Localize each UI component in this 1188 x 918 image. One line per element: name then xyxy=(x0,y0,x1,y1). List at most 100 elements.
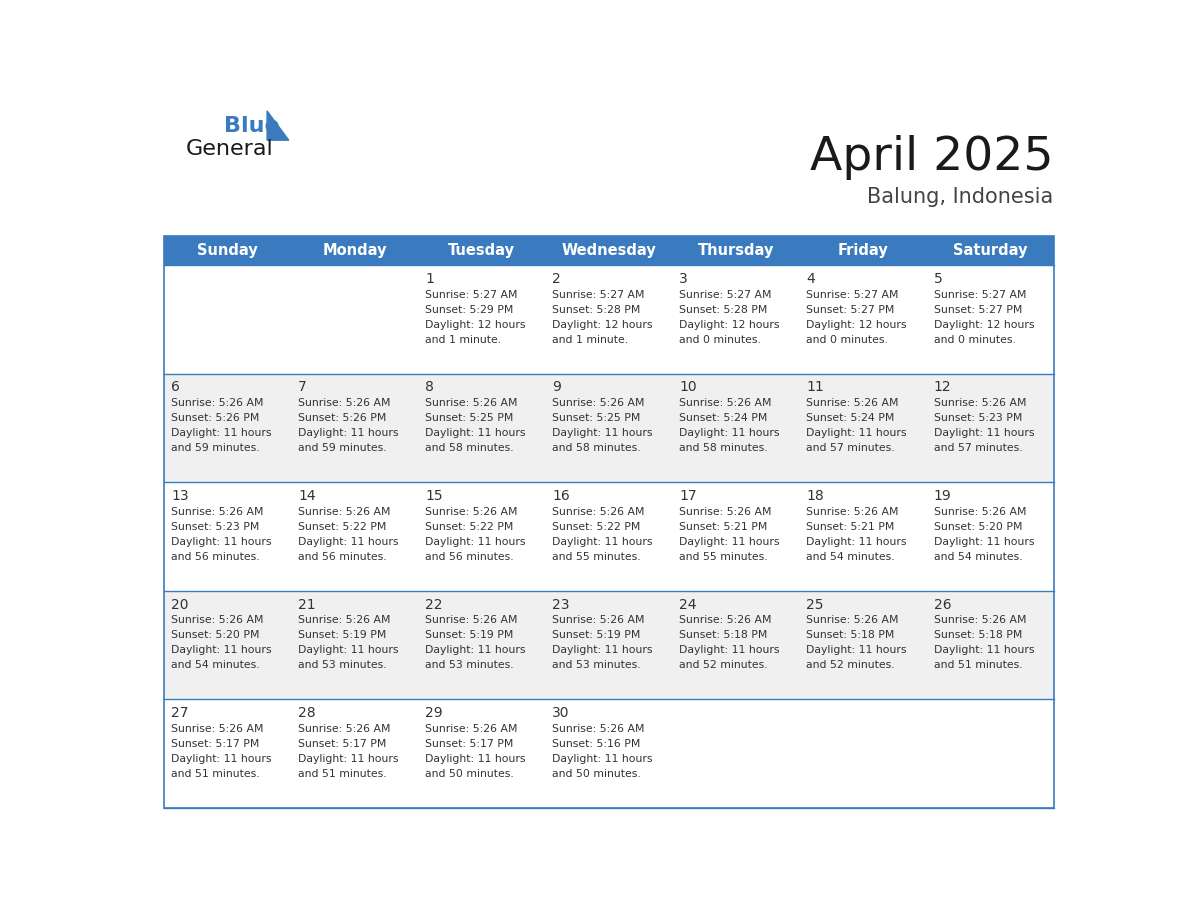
Text: Blue: Blue xyxy=(225,117,280,136)
Text: Sunset: 5:17 PM: Sunset: 5:17 PM xyxy=(298,739,386,749)
Text: Sunset: 5:26 PM: Sunset: 5:26 PM xyxy=(171,413,259,423)
Text: Sunrise: 5:26 AM: Sunrise: 5:26 AM xyxy=(552,398,645,409)
Text: Sunset: 5:21 PM: Sunset: 5:21 PM xyxy=(680,521,767,532)
Text: Sunrise: 5:26 AM: Sunrise: 5:26 AM xyxy=(425,398,518,409)
Text: Sunrise: 5:26 AM: Sunrise: 5:26 AM xyxy=(934,615,1026,625)
Text: Daylight: 11 hours: Daylight: 11 hours xyxy=(807,428,906,438)
FancyBboxPatch shape xyxy=(164,374,1054,482)
Text: Tuesday: Tuesday xyxy=(448,242,516,258)
Text: Daylight: 11 hours: Daylight: 11 hours xyxy=(934,645,1034,655)
Text: 12: 12 xyxy=(934,380,952,395)
Text: Sunrise: 5:26 AM: Sunrise: 5:26 AM xyxy=(425,507,518,517)
Text: and 54 minutes.: and 54 minutes. xyxy=(807,552,895,562)
Text: Sunrise: 5:26 AM: Sunrise: 5:26 AM xyxy=(934,507,1026,517)
Text: Daylight: 11 hours: Daylight: 11 hours xyxy=(425,428,525,438)
Text: and 0 minutes.: and 0 minutes. xyxy=(680,335,762,344)
Text: Sunrise: 5:26 AM: Sunrise: 5:26 AM xyxy=(171,398,264,409)
Text: 25: 25 xyxy=(807,598,824,611)
Text: Daylight: 12 hours: Daylight: 12 hours xyxy=(807,319,906,330)
Text: Sunrise: 5:26 AM: Sunrise: 5:26 AM xyxy=(298,398,391,409)
Text: Sunrise: 5:26 AM: Sunrise: 5:26 AM xyxy=(171,724,264,733)
Text: Sunrise: 5:26 AM: Sunrise: 5:26 AM xyxy=(298,507,391,517)
Text: Sunset: 5:28 PM: Sunset: 5:28 PM xyxy=(680,305,767,315)
Text: Sunset: 5:23 PM: Sunset: 5:23 PM xyxy=(934,413,1022,423)
Text: 18: 18 xyxy=(807,489,824,503)
Text: Sunrise: 5:26 AM: Sunrise: 5:26 AM xyxy=(171,615,264,625)
FancyBboxPatch shape xyxy=(164,482,1054,590)
Text: Daylight: 11 hours: Daylight: 11 hours xyxy=(552,428,652,438)
Text: 10: 10 xyxy=(680,380,697,395)
Text: Sunrise: 5:26 AM: Sunrise: 5:26 AM xyxy=(425,724,518,733)
Text: Wednesday: Wednesday xyxy=(562,242,656,258)
Text: Sunrise: 5:26 AM: Sunrise: 5:26 AM xyxy=(934,398,1026,409)
Text: and 58 minutes.: and 58 minutes. xyxy=(680,443,767,453)
Text: Daylight: 11 hours: Daylight: 11 hours xyxy=(807,645,906,655)
Text: Sunrise: 5:26 AM: Sunrise: 5:26 AM xyxy=(680,507,772,517)
Text: and 53 minutes.: and 53 minutes. xyxy=(425,660,513,670)
Text: Sunset: 5:27 PM: Sunset: 5:27 PM xyxy=(934,305,1022,315)
Text: and 0 minutes.: and 0 minutes. xyxy=(807,335,889,344)
Text: and 59 minutes.: and 59 minutes. xyxy=(298,443,387,453)
Text: and 59 minutes.: and 59 minutes. xyxy=(171,443,260,453)
Text: 16: 16 xyxy=(552,489,570,503)
Text: 28: 28 xyxy=(298,706,316,720)
Text: 6: 6 xyxy=(171,380,179,395)
Text: Sunset: 5:18 PM: Sunset: 5:18 PM xyxy=(807,631,895,640)
Text: Sunrise: 5:26 AM: Sunrise: 5:26 AM xyxy=(680,615,772,625)
Text: Sunset: 5:29 PM: Sunset: 5:29 PM xyxy=(425,305,513,315)
Text: Daylight: 11 hours: Daylight: 11 hours xyxy=(298,428,399,438)
Text: Sunrise: 5:27 AM: Sunrise: 5:27 AM xyxy=(807,289,899,299)
Text: Sunrise: 5:26 AM: Sunrise: 5:26 AM xyxy=(552,724,645,733)
Text: Sunset: 5:23 PM: Sunset: 5:23 PM xyxy=(171,521,259,532)
Text: 30: 30 xyxy=(552,706,570,720)
Polygon shape xyxy=(267,111,289,140)
Text: Sunday: Sunday xyxy=(197,242,258,258)
Text: 21: 21 xyxy=(298,598,316,611)
Text: and 1 minute.: and 1 minute. xyxy=(425,335,501,344)
Text: 19: 19 xyxy=(934,489,952,503)
Text: Sunrise: 5:26 AM: Sunrise: 5:26 AM xyxy=(807,615,899,625)
Text: Daylight: 11 hours: Daylight: 11 hours xyxy=(171,428,272,438)
Text: 24: 24 xyxy=(680,598,697,611)
Text: and 56 minutes.: and 56 minutes. xyxy=(171,552,260,562)
Text: Sunrise: 5:26 AM: Sunrise: 5:26 AM xyxy=(298,724,391,733)
Text: and 57 minutes.: and 57 minutes. xyxy=(934,443,1022,453)
Text: Daylight: 11 hours: Daylight: 11 hours xyxy=(934,428,1034,438)
Text: Daylight: 11 hours: Daylight: 11 hours xyxy=(298,754,399,764)
Text: Sunset: 5:17 PM: Sunset: 5:17 PM xyxy=(425,739,513,749)
Text: and 54 minutes.: and 54 minutes. xyxy=(171,660,260,670)
Text: Daylight: 11 hours: Daylight: 11 hours xyxy=(680,428,779,438)
Text: Sunset: 5:25 PM: Sunset: 5:25 PM xyxy=(552,413,640,423)
Text: and 51 minutes.: and 51 minutes. xyxy=(934,660,1022,670)
Text: Daylight: 11 hours: Daylight: 11 hours xyxy=(425,754,525,764)
Text: Sunset: 5:17 PM: Sunset: 5:17 PM xyxy=(171,739,259,749)
Text: and 1 minute.: and 1 minute. xyxy=(552,335,628,344)
Text: Daylight: 11 hours: Daylight: 11 hours xyxy=(552,754,652,764)
Text: Daylight: 11 hours: Daylight: 11 hours xyxy=(171,537,272,547)
Text: Sunrise: 5:26 AM: Sunrise: 5:26 AM xyxy=(425,615,518,625)
Text: Sunset: 5:19 PM: Sunset: 5:19 PM xyxy=(298,631,386,640)
Text: and 55 minutes.: and 55 minutes. xyxy=(552,552,640,562)
Text: Monday: Monday xyxy=(322,242,387,258)
Text: Sunset: 5:16 PM: Sunset: 5:16 PM xyxy=(552,739,640,749)
Text: and 56 minutes.: and 56 minutes. xyxy=(425,552,513,562)
Text: and 50 minutes.: and 50 minutes. xyxy=(552,769,642,778)
FancyBboxPatch shape xyxy=(164,236,1054,265)
Text: Daylight: 11 hours: Daylight: 11 hours xyxy=(680,645,779,655)
FancyBboxPatch shape xyxy=(164,590,1054,700)
Text: and 53 minutes.: and 53 minutes. xyxy=(552,660,640,670)
Text: 13: 13 xyxy=(171,489,189,503)
Text: 8: 8 xyxy=(425,380,434,395)
Text: 20: 20 xyxy=(171,598,189,611)
Text: and 51 minutes.: and 51 minutes. xyxy=(298,769,387,778)
Text: 27: 27 xyxy=(171,706,189,720)
Text: Daylight: 11 hours: Daylight: 11 hours xyxy=(425,645,525,655)
Text: 9: 9 xyxy=(552,380,561,395)
Text: Sunset: 5:22 PM: Sunset: 5:22 PM xyxy=(298,521,386,532)
Text: Sunset: 5:22 PM: Sunset: 5:22 PM xyxy=(425,521,513,532)
Text: Sunrise: 5:26 AM: Sunrise: 5:26 AM xyxy=(552,615,645,625)
Text: Sunset: 5:20 PM: Sunset: 5:20 PM xyxy=(171,631,259,640)
Text: Sunset: 5:22 PM: Sunset: 5:22 PM xyxy=(552,521,640,532)
Text: and 55 minutes.: and 55 minutes. xyxy=(680,552,767,562)
Text: and 50 minutes.: and 50 minutes. xyxy=(425,769,514,778)
